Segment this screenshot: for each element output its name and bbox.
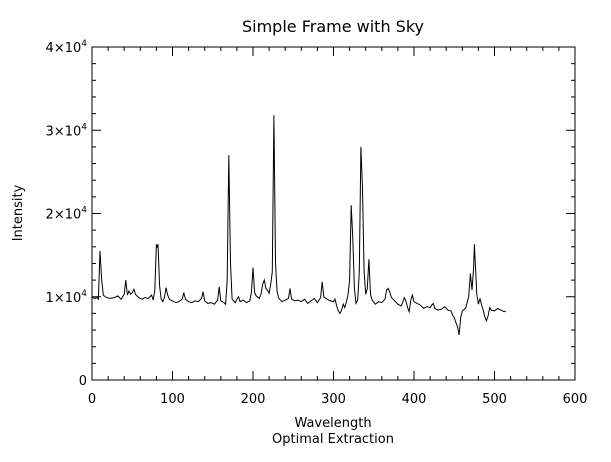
plot-frame bbox=[91, 46, 576, 381]
y-tick-label: 2×104 bbox=[46, 206, 88, 223]
y-tick-label: 0 bbox=[79, 374, 87, 389]
chart-subtitle: Optimal Extraction bbox=[272, 432, 394, 447]
y-ticks bbox=[92, 46, 575, 381]
y-tick-labels: 0 1×104 2×104 3×104 4×104 bbox=[46, 39, 88, 389]
x-tick-label: 300 bbox=[321, 392, 346, 407]
x-tick-label: 200 bbox=[241, 392, 266, 407]
y-tick-label: 4×104 bbox=[46, 39, 88, 56]
x-axis-label: Wavelength bbox=[294, 416, 371, 431]
x-tick-label: 600 bbox=[563, 392, 588, 407]
y-tick-label: 1×104 bbox=[46, 289, 88, 306]
x-tick-label: 100 bbox=[160, 392, 185, 407]
x-tick-label: 400 bbox=[402, 392, 427, 407]
x-tick-label: 500 bbox=[482, 392, 507, 407]
x-tick-label: 0 bbox=[88, 392, 96, 407]
y-axis-label: Intensity bbox=[11, 184, 26, 241]
y-tick-label: 3×104 bbox=[46, 122, 88, 139]
chart-title: Simple Frame with Sky bbox=[242, 17, 424, 36]
x-ticks bbox=[91, 47, 576, 380]
series-line bbox=[91, 115, 507, 336]
x-tick-labels: 0 100 200 300 400 500 600 bbox=[88, 392, 588, 407]
